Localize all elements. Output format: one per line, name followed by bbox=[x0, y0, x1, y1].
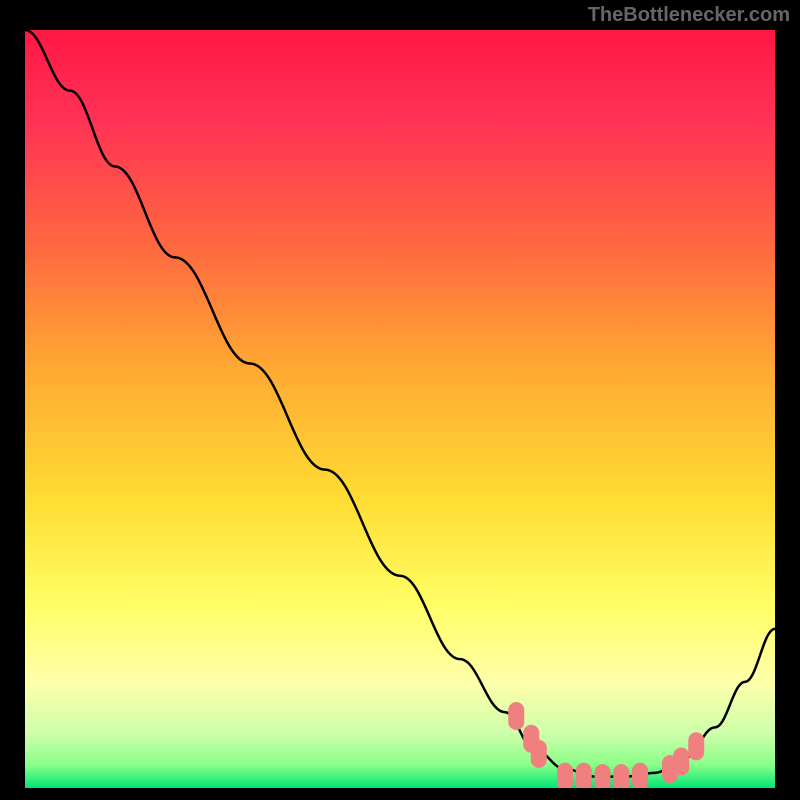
gradient-background bbox=[25, 30, 775, 788]
data-marker bbox=[673, 747, 689, 775]
attribution-label: TheBottlenecker.com bbox=[588, 4, 790, 27]
data-marker bbox=[508, 702, 524, 730]
data-marker bbox=[632, 763, 648, 788]
chart-container: TheBottlenecker.com bbox=[0, 0, 800, 800]
data-marker bbox=[576, 763, 592, 788]
data-marker bbox=[557, 763, 573, 788]
data-marker bbox=[613, 764, 629, 788]
data-marker bbox=[595, 764, 611, 788]
data-marker bbox=[531, 740, 547, 768]
chart-svg bbox=[25, 30, 775, 788]
data-marker bbox=[688, 732, 704, 760]
